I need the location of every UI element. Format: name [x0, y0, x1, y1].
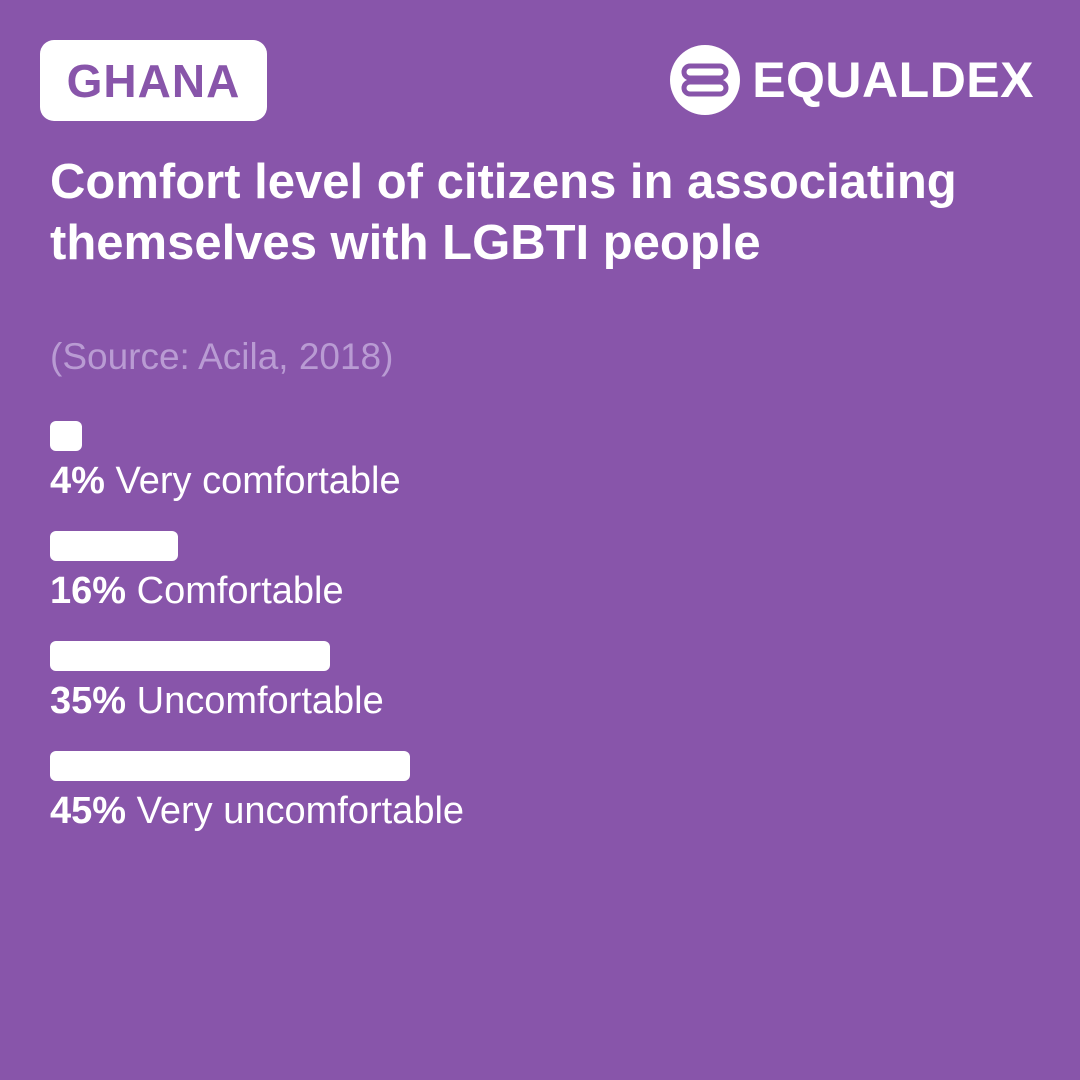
brand-name: EQUALDEX: [752, 52, 1034, 108]
bar-chart: 4% Very comfortable 16% Comfortable 35% Un…: [50, 421, 1030, 861]
bar-label: 45% Very uncomfortable: [50, 789, 1030, 833]
bar: [50, 421, 82, 451]
bar-category-label: Very uncomfortable: [136, 790, 465, 832]
bar-category-label: Very comfortable: [115, 460, 401, 502]
bar-track: [50, 641, 1030, 671]
bar-row: 4% Very comfortable: [50, 421, 1030, 531]
bar-category-label: Comfortable: [136, 570, 344, 612]
bar-row: 45% Very uncomfortable: [50, 751, 1030, 861]
bar-category-label: Uncomfortable: [136, 680, 384, 722]
bar-label: 4% Very comfortable: [50, 459, 1030, 503]
bar-label: 16% Comfortable: [50, 569, 1030, 613]
bar-row: 16% Comfortable: [50, 531, 1030, 641]
bar: [50, 531, 178, 561]
bar-value-label: 45%: [50, 790, 127, 832]
chart-source: (Source: Acila, 2018): [50, 336, 394, 377]
bar-track: [50, 531, 1030, 561]
bar: [50, 751, 410, 781]
bar: [50, 641, 330, 671]
bar-value-label: 35%: [50, 680, 127, 722]
country-badge: GHANA: [40, 40, 267, 121]
brand-logo[interactable]: EQUALDEX: [670, 44, 1034, 116]
chart-title: Comfort level of citizens in associating…: [50, 155, 957, 270]
bar-value-label: 4%: [50, 460, 105, 502]
bar-row: 35% Uncomfortable: [50, 641, 1030, 751]
equaldex-logo-icon: [670, 45, 741, 115]
country-name: GHANA: [66, 54, 241, 107]
bar-value-label: 16%: [50, 570, 127, 612]
bar-track: [50, 421, 1030, 451]
bar-track: [50, 751, 1030, 781]
bar-label: 35% Uncomfortable: [50, 679, 1030, 723]
